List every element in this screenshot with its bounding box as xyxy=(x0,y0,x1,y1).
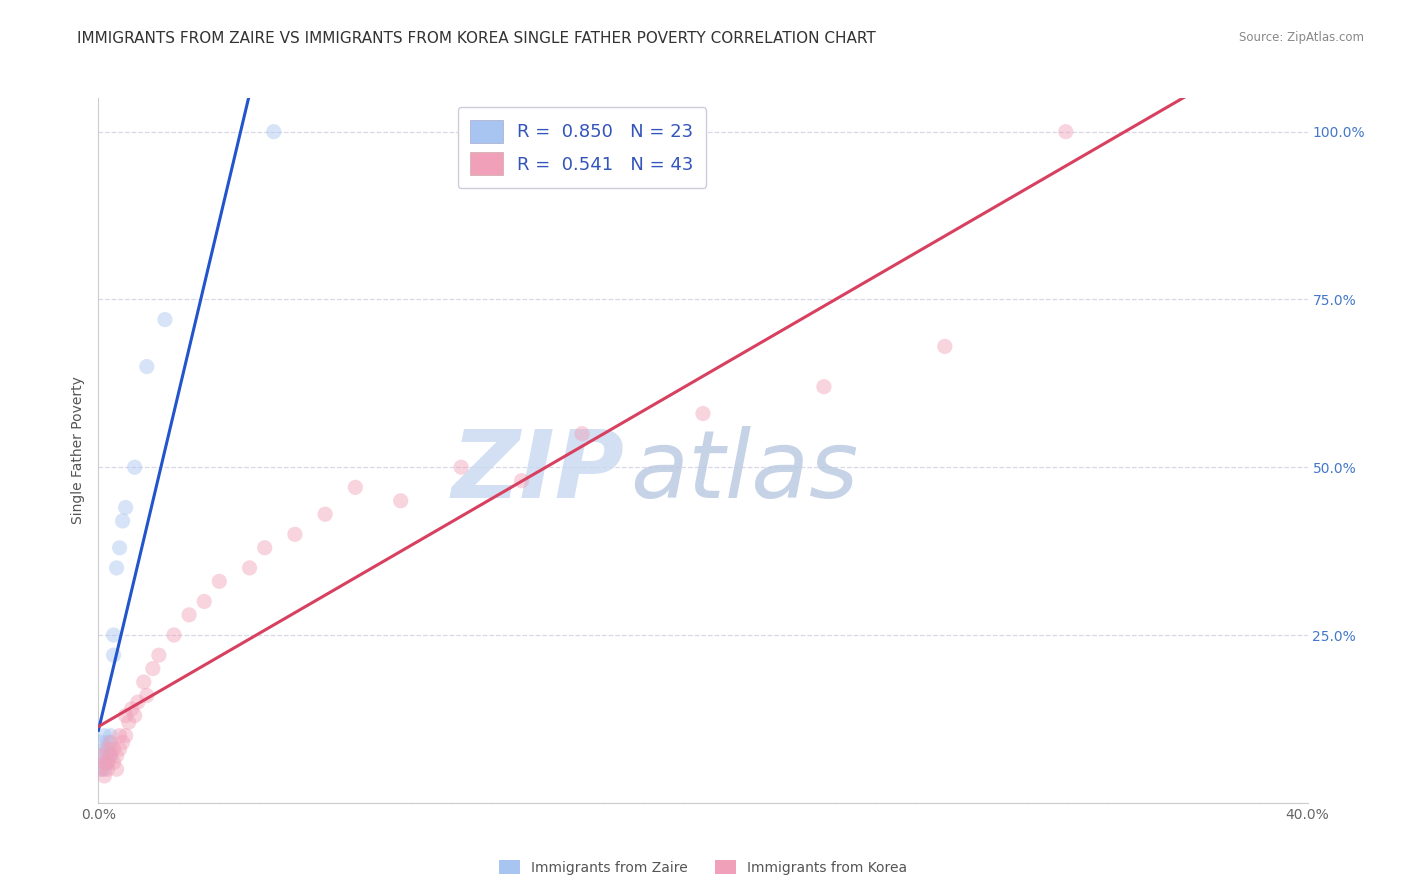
Point xyxy=(450,460,472,475)
Point xyxy=(934,339,956,353)
Point xyxy=(93,762,115,776)
Point xyxy=(108,729,131,743)
Point xyxy=(148,648,170,662)
Text: Source: ZipAtlas.com: Source: ZipAtlas.com xyxy=(1239,31,1364,45)
Point xyxy=(135,359,157,374)
Point xyxy=(193,594,215,608)
Point xyxy=(96,756,118,770)
Point xyxy=(100,735,122,749)
Point xyxy=(105,748,128,763)
Point xyxy=(93,742,115,756)
Text: IMMIGRANTS FROM ZAIRE VS IMMIGRANTS FROM KOREA SINGLE FATHER POVERTY CORRELATION: IMMIGRANTS FROM ZAIRE VS IMMIGRANTS FROM… xyxy=(77,31,876,46)
Point xyxy=(100,748,122,763)
Point xyxy=(111,735,134,749)
Point xyxy=(153,312,176,326)
Point xyxy=(111,514,134,528)
Point xyxy=(208,574,231,589)
Legend: R =  0.850   N = 23, R =  0.541   N = 43: R = 0.850 N = 23, R = 0.541 N = 43 xyxy=(458,107,706,188)
Point xyxy=(93,756,115,770)
Point xyxy=(96,756,118,770)
Point xyxy=(132,675,155,690)
Point xyxy=(124,460,146,475)
Point xyxy=(90,762,112,776)
Point xyxy=(105,762,128,776)
Point xyxy=(96,742,118,756)
Point xyxy=(121,702,143,716)
Point xyxy=(314,507,336,521)
Point xyxy=(813,380,835,394)
Point xyxy=(103,742,125,756)
Text: atlas: atlas xyxy=(630,426,859,517)
Point xyxy=(114,500,136,515)
Point xyxy=(108,541,131,555)
Point xyxy=(510,474,533,488)
Point xyxy=(96,762,118,776)
Point xyxy=(93,729,115,743)
Point xyxy=(90,762,112,776)
Point xyxy=(571,426,593,441)
Point xyxy=(108,742,131,756)
Point xyxy=(100,742,122,756)
Y-axis label: Single Father Poverty: Single Father Poverty xyxy=(72,376,86,524)
Point xyxy=(344,480,367,494)
Point xyxy=(90,748,112,763)
Point xyxy=(114,729,136,743)
Point xyxy=(179,607,201,622)
Legend: Immigrants from Zaire, Immigrants from Korea: Immigrants from Zaire, Immigrants from K… xyxy=(494,855,912,880)
Point xyxy=(284,527,307,541)
Point xyxy=(142,662,165,676)
Point xyxy=(103,628,125,642)
Point xyxy=(253,541,276,555)
Point xyxy=(105,561,128,575)
Point xyxy=(103,648,125,662)
Point xyxy=(127,695,149,709)
Point xyxy=(263,125,285,139)
Point xyxy=(100,729,122,743)
Point xyxy=(1054,125,1077,139)
Point xyxy=(692,407,714,421)
Point xyxy=(93,756,115,770)
Point xyxy=(90,748,112,763)
Point xyxy=(114,708,136,723)
Point xyxy=(124,708,146,723)
Point xyxy=(163,628,186,642)
Point xyxy=(118,715,141,730)
Text: ZIP: ZIP xyxy=(451,425,624,517)
Point xyxy=(135,689,157,703)
Point xyxy=(100,748,122,763)
Point xyxy=(93,769,115,783)
Point xyxy=(90,735,112,749)
Point xyxy=(103,756,125,770)
Point xyxy=(239,561,262,575)
Point xyxy=(96,748,118,763)
Point xyxy=(96,735,118,749)
Point xyxy=(389,493,412,508)
